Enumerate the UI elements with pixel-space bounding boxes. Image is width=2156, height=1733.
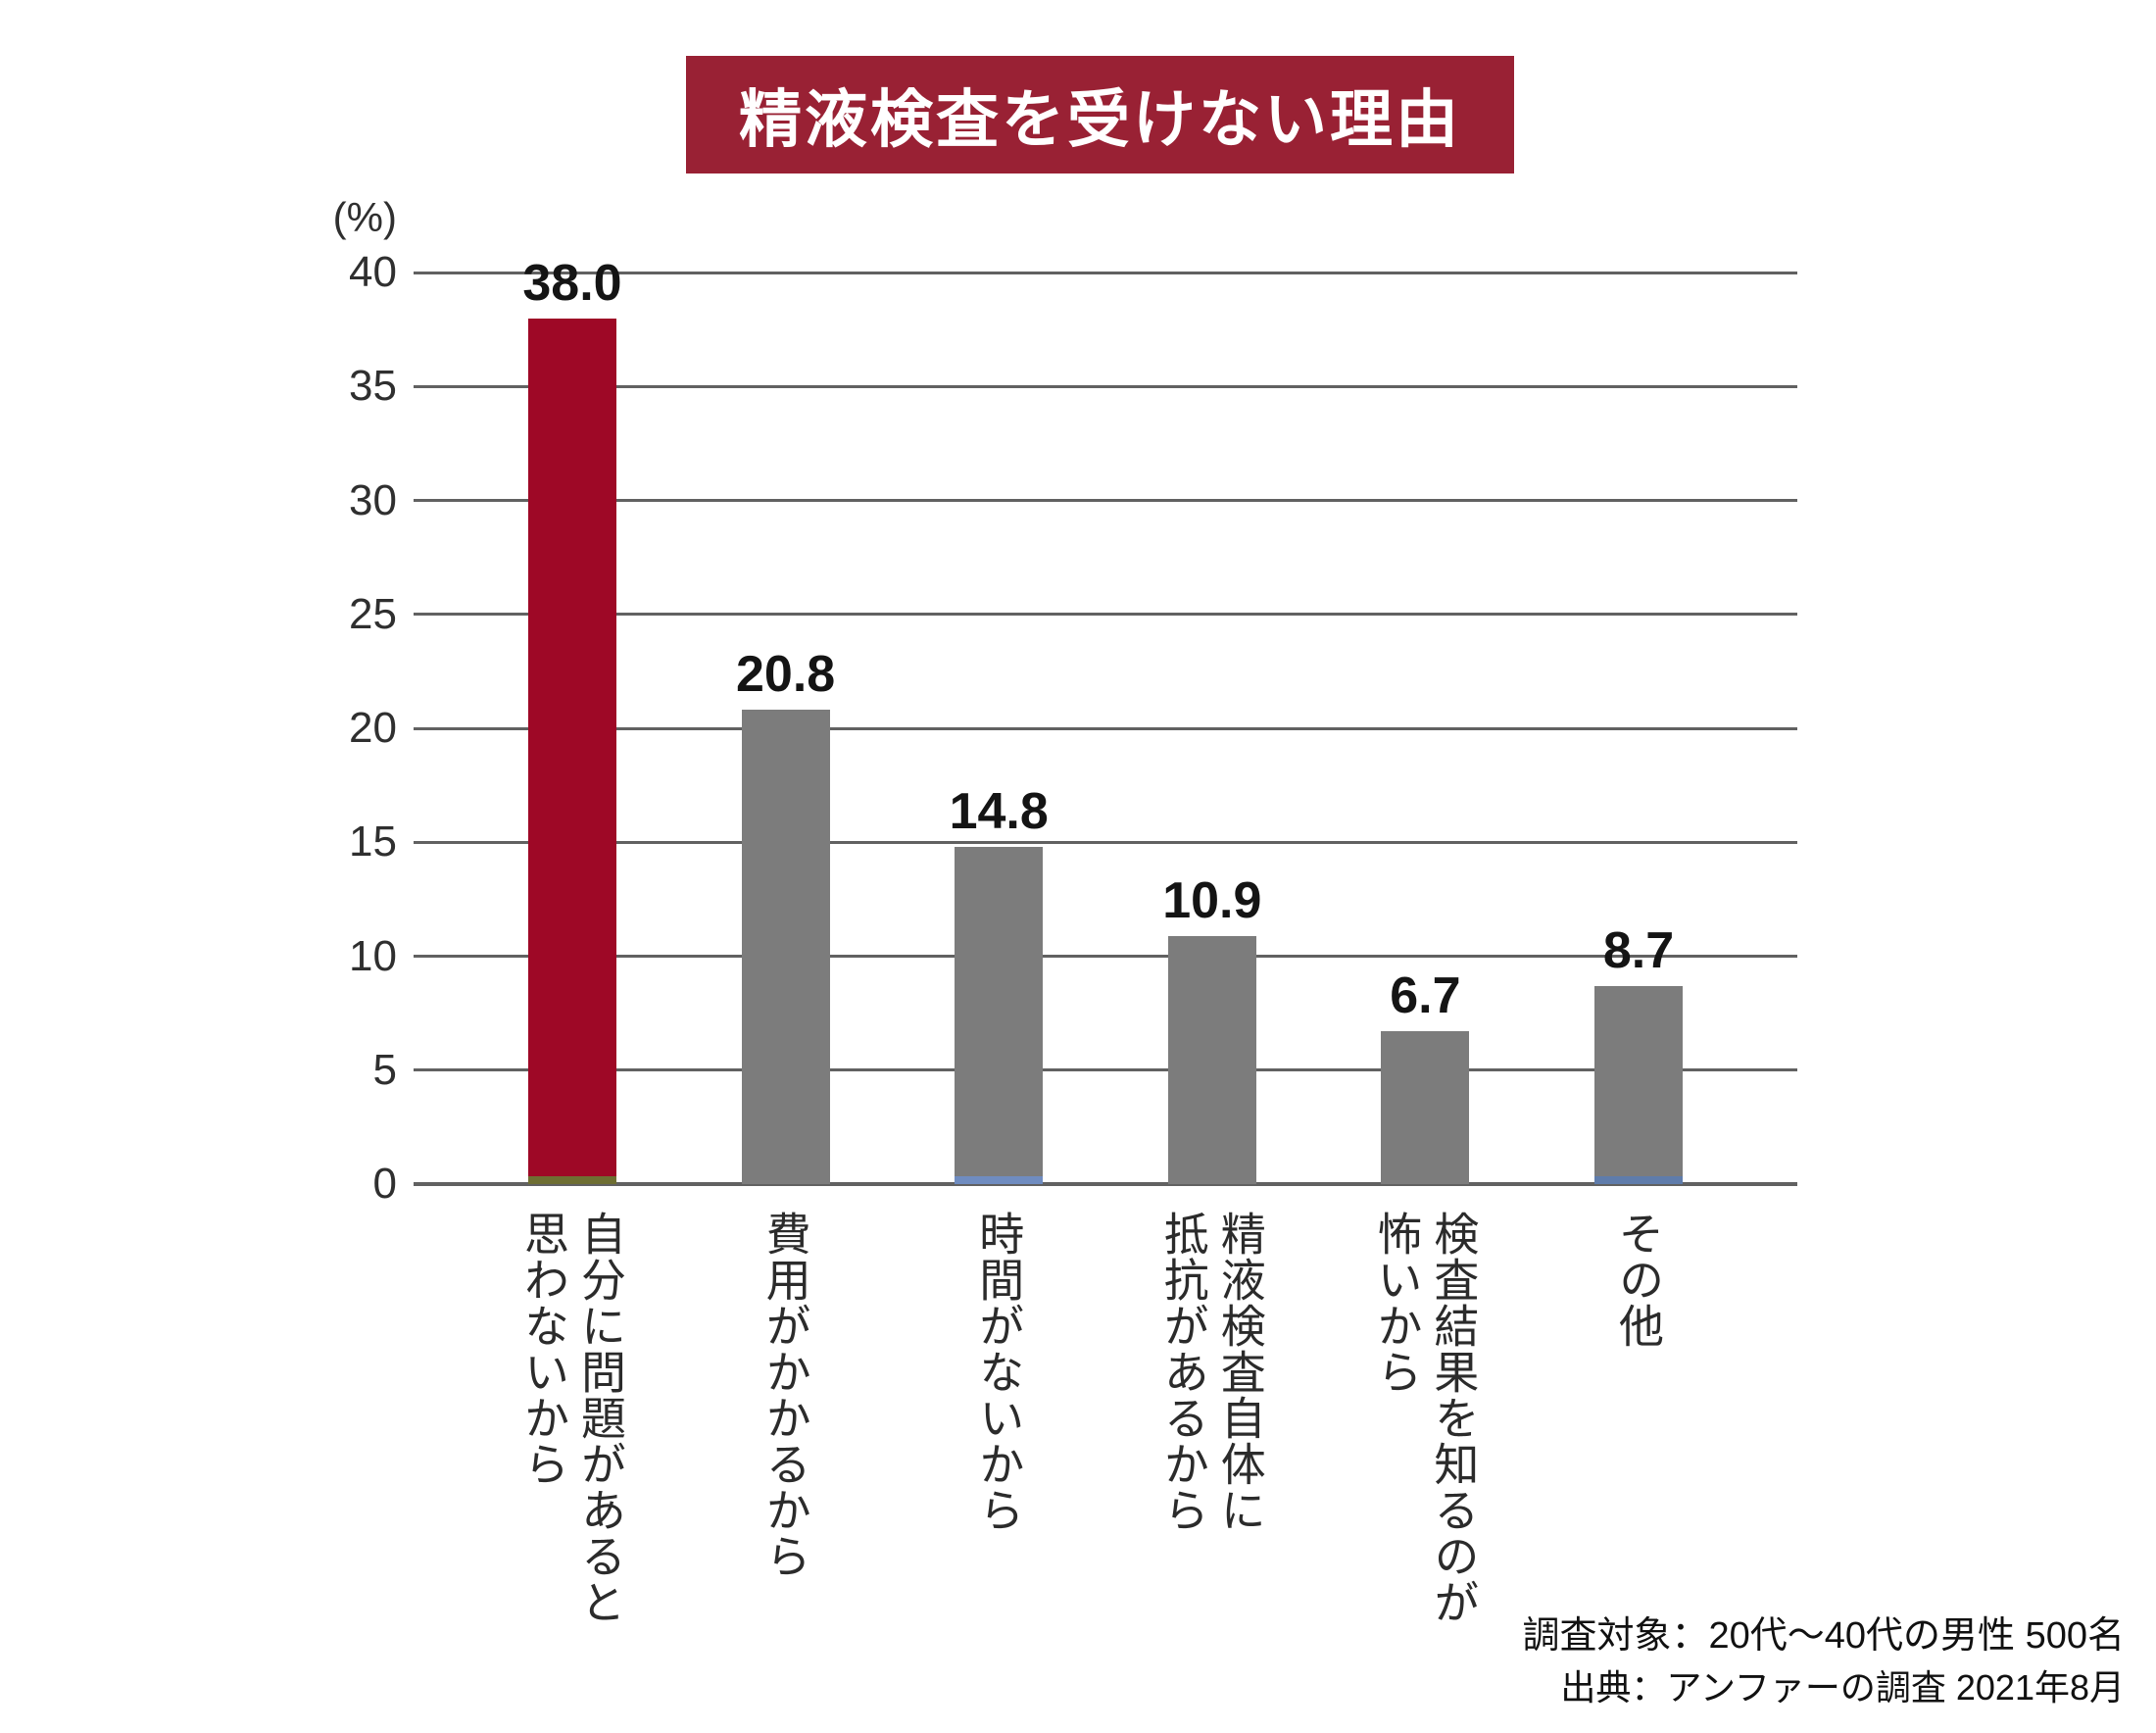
- y-tick-label: 20: [349, 704, 397, 752]
- y-tick-label: 5: [372, 1045, 397, 1094]
- bar: [1167, 935, 1256, 1184]
- y-tick-label: 10: [349, 931, 397, 980]
- y-tick-label: 0: [372, 1160, 397, 1208]
- source-citation: 出典：アンファーの調査 2021年8月: [1560, 1667, 2125, 1708]
- bar-value-label: 8.7: [1602, 921, 1675, 979]
- bar: [528, 318, 616, 1184]
- source-note: 調査対象：20代～40代の男性 500名 出典：アンファーの調査 2021年8月: [1523, 1609, 2126, 1713]
- bar-value-label: 10.9: [1162, 871, 1262, 929]
- category-label: 検査結果を知るのが 怖いから: [1371, 1211, 1480, 1625]
- survey-subject-note: 調査対象：20代～40代の男性 500名: [1522, 1615, 2126, 1657]
- bar-value-label: 38.0: [522, 254, 622, 312]
- y-tick-label: 30: [349, 475, 397, 524]
- y-tick-label: 15: [349, 817, 397, 866]
- gridline: [414, 726, 1797, 730]
- category-label: 精液検査自体に 抵抗があるから: [1157, 1211, 1266, 1533]
- bar: [1594, 985, 1683, 1184]
- gridline: [414, 499, 1797, 502]
- y-axis-unit-label: (%): [332, 194, 397, 240]
- gridline: [414, 384, 1797, 388]
- chart-title-banner: 精液検査を受けない理由: [686, 56, 1514, 173]
- x-axis-baseline: [414, 1182, 1797, 1186]
- bar: [955, 846, 1044, 1184]
- y-tick-label: 40: [349, 248, 397, 296]
- bar-value-label: 20.8: [735, 646, 836, 704]
- gridline: [414, 613, 1797, 617]
- bar: [741, 710, 830, 1184]
- category-label: 時間がないから: [973, 1211, 1025, 1533]
- gridline: [414, 840, 1797, 844]
- y-tick-label: 25: [349, 589, 397, 638]
- bar-value-label: 14.8: [949, 782, 1049, 840]
- bar: [1381, 1031, 1470, 1184]
- category-label: その他: [1613, 1211, 1664, 1349]
- gridline: [414, 955, 1797, 958]
- bar-baseline-strip: [955, 1176, 1044, 1184]
- bar-value-label: 6.7: [1390, 967, 1461, 1025]
- category-label: 費用がかかるから: [760, 1211, 811, 1579]
- y-tick-label: 35: [349, 362, 397, 411]
- chart-title: 精液検査を受けない理由: [739, 84, 1461, 155]
- category-label: 自分に問題があると 思わないから: [518, 1211, 626, 1625]
- gridline: [414, 271, 1797, 274]
- bar-baseline-strip: [1594, 1176, 1683, 1184]
- bar-baseline-strip: [528, 1176, 616, 1184]
- gridline: [414, 1068, 1797, 1072]
